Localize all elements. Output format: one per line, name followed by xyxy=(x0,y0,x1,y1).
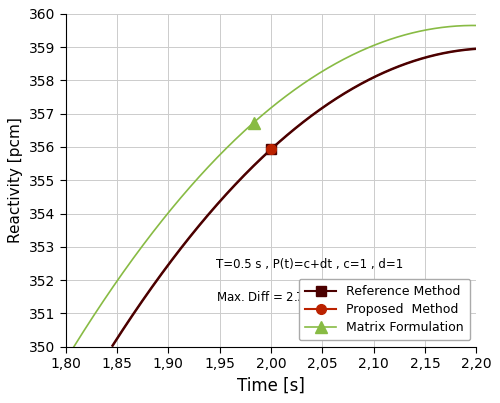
Text: T=0.5 s , P(t)=c+dt , c=1 , d=1: T=0.5 s , P(t)=c+dt , c=1 , d=1 xyxy=(216,258,403,272)
Y-axis label: Reactivity [pcm]: Reactivity [pcm] xyxy=(8,117,24,243)
X-axis label: Time [s]: Time [s] xyxy=(237,377,305,395)
Text: Max. Diff = 2.71$\times$10$^{-02}$ pcm in t=2 s: Max. Diff = 2.71$\times$10$^{-02}$ pcm i… xyxy=(216,289,434,308)
Legend: Reference Method, Proposed  Method, Matrix Formulation: Reference Method, Proposed Method, Matri… xyxy=(298,279,470,341)
